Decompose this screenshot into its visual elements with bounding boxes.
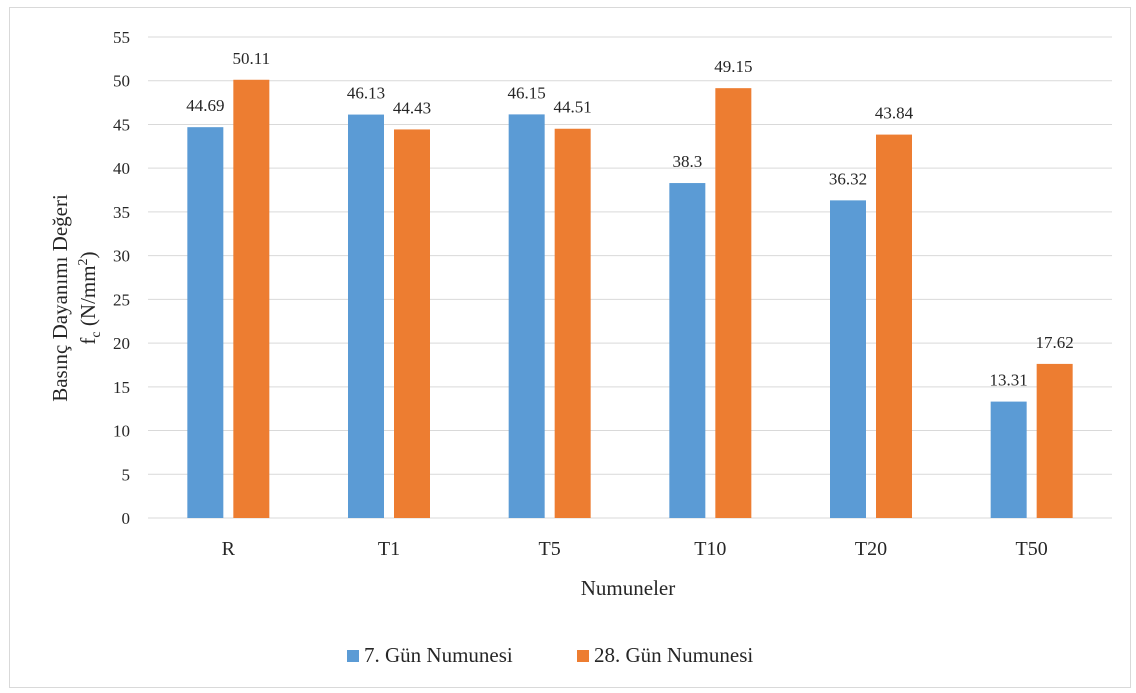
x-category-label: T20 bbox=[855, 538, 887, 560]
bars bbox=[187, 79, 1073, 519]
data-label: 44.43 bbox=[393, 98, 431, 117]
data-label: 49.15 bbox=[714, 57, 752, 76]
bar-day7 bbox=[348, 114, 384, 519]
data-labels: 44.69 50.11 46.13 44.43 46.15 44.51 38.3 49.15 3… bbox=[186, 49, 1074, 390]
x-category-label: T1 bbox=[378, 538, 400, 560]
data-label: 46.15 bbox=[508, 83, 546, 102]
y-tick-label: 5 bbox=[122, 465, 131, 484]
y-axis-title-sup: 2 bbox=[76, 258, 91, 265]
y-tick-label: 30 bbox=[113, 247, 130, 266]
bar-day7 bbox=[187, 127, 224, 518]
data-label: 50.11 bbox=[233, 49, 271, 68]
data-label: 17.62 bbox=[1036, 333, 1074, 352]
y-axis-title-sub: c bbox=[89, 331, 104, 337]
y-tick-label: 55 bbox=[113, 28, 130, 47]
y-tick-labels: 0 5 10 15 20 25 30 35 40 45 50 55 bbox=[113, 28, 130, 528]
legend: 7. Gün Numunesi 28. Gün Numunesi bbox=[347, 643, 753, 667]
y-tick-label: 0 bbox=[122, 509, 131, 528]
legend-swatch bbox=[577, 650, 589, 662]
data-label: 44.51 bbox=[554, 98, 592, 117]
y-tick-label: 50 bbox=[113, 72, 130, 91]
data-label: 43.84 bbox=[875, 104, 914, 123]
bar-day28 bbox=[715, 88, 752, 518]
bar-day28 bbox=[554, 128, 591, 519]
bar-day7 bbox=[830, 200, 866, 518]
y-tick-label: 15 bbox=[113, 378, 130, 397]
legend-label: 28. Gün Numunesi bbox=[594, 643, 753, 667]
y-axis-title: Basınç Dayanımı Değeri fc (N/mm2) bbox=[48, 194, 104, 402]
y-tick-label: 40 bbox=[113, 159, 130, 178]
y-tick-label: 25 bbox=[113, 290, 130, 309]
data-label: 36.32 bbox=[829, 169, 867, 188]
data-label: 44.69 bbox=[186, 96, 224, 115]
x-category-label: T50 bbox=[1016, 538, 1048, 560]
data-label: 38.3 bbox=[672, 152, 702, 171]
gridlines bbox=[148, 36, 1112, 519]
x-category-labels: R T1 T5 T10 T20 T50 bbox=[222, 538, 1048, 560]
x-category-label: R bbox=[222, 538, 236, 560]
data-label: 13.31 bbox=[990, 371, 1028, 390]
y-axis-title-mid: (N/mm bbox=[76, 265, 100, 331]
y-tick-label: 10 bbox=[113, 422, 130, 441]
y-axis-title-end: ) bbox=[76, 251, 100, 258]
y-axis-title-line1: Basınç Dayanımı Değeri bbox=[48, 194, 72, 402]
bar-day28 bbox=[233, 79, 270, 519]
bar-day7 bbox=[508, 114, 545, 518]
x-category-label: T5 bbox=[539, 538, 561, 560]
legend-label: 7. Gün Numunesi bbox=[364, 643, 513, 667]
y-tick-label: 35 bbox=[113, 203, 130, 222]
bar-day28 bbox=[876, 134, 912, 518]
x-axis-title: Numuneler bbox=[581, 576, 675, 600]
y-axis-title-base: f bbox=[76, 338, 100, 345]
legend-swatch bbox=[347, 650, 359, 662]
y-tick-label: 20 bbox=[113, 334, 130, 353]
data-label: 46.13 bbox=[347, 84, 385, 103]
y-axis-title-line2: fc (N/mm2) bbox=[76, 251, 104, 344]
bar-day7 bbox=[990, 401, 1027, 518]
y-tick-label: 45 bbox=[113, 115, 130, 134]
bar-day28 bbox=[394, 129, 430, 518]
bar-day7 bbox=[669, 183, 706, 519]
bar-day28 bbox=[1036, 363, 1073, 518]
x-category-label: T10 bbox=[694, 538, 726, 560]
